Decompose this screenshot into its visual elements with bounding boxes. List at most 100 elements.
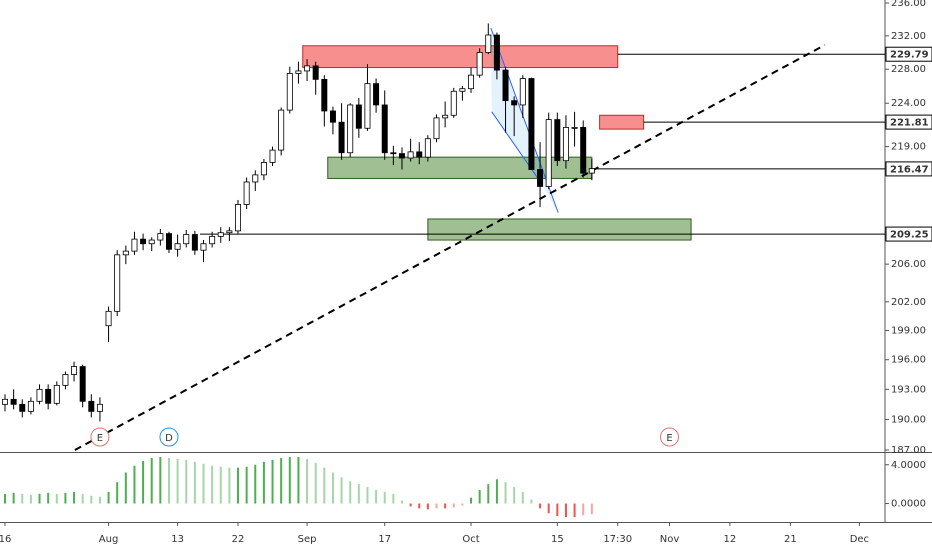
zone <box>302 45 619 69</box>
oscillator-bar <box>418 503 421 509</box>
candle-body <box>183 234 190 245</box>
oscillator-bar <box>176 458 179 504</box>
oscillator-bar <box>297 457 300 504</box>
oscillator-bar <box>280 457 283 504</box>
oscillator-bar <box>271 459 274 504</box>
candle-body <box>131 238 138 252</box>
candle-body <box>381 104 388 154</box>
osc-tick-label: 0.0000 <box>891 499 926 510</box>
candle-body <box>493 34 500 71</box>
x-tick-label: 17:30 <box>603 534 632 545</box>
oscillator-bar <box>47 492 50 504</box>
candle-body <box>562 126 569 162</box>
oscillator-bar <box>262 461 265 504</box>
candle-body <box>545 119 552 187</box>
oscillator-bar <box>331 472 334 504</box>
oscillator-bar <box>504 482 507 504</box>
oscillator-bar <box>12 492 15 504</box>
zone <box>599 114 645 130</box>
candle-body <box>148 239 155 245</box>
candle-body <box>304 65 311 72</box>
oscillator-bar <box>219 466 222 504</box>
oscillator-bar <box>573 503 576 518</box>
candle-body <box>53 384 60 404</box>
candle-body <box>364 83 371 129</box>
oscillator-bar <box>444 503 447 509</box>
oscillator-bar <box>124 472 127 504</box>
oscillator-bar <box>150 457 153 504</box>
level-label: 221.81 <box>890 118 929 129</box>
oscillator-bar <box>90 495 93 504</box>
candle-body <box>174 243 181 250</box>
y-tick-label: 187.00 <box>891 445 926 456</box>
level-label: 229.79 <box>890 50 929 61</box>
candle-body <box>312 65 319 80</box>
y-tick-label: 190.00 <box>891 414 926 425</box>
oscillator-bar <box>349 481 352 504</box>
oscillator-bar <box>340 477 343 504</box>
x-tick-label: Oct <box>462 534 479 545</box>
oscillator-bar <box>478 489 481 504</box>
y-tick-label: 193.00 <box>891 384 926 395</box>
oscillator-bar <box>116 482 119 504</box>
oscillator-bar <box>107 491 110 504</box>
oscillator-bar <box>228 467 231 504</box>
y-tick-label: 232.00 <box>891 31 926 42</box>
oscillator-bar <box>556 503 559 517</box>
candle-body <box>235 204 242 232</box>
oscillator-bar <box>366 487 369 504</box>
oscillator-bar <box>167 457 170 504</box>
candle-body <box>329 110 336 123</box>
candle-body <box>226 230 233 234</box>
candle-body <box>27 400 34 412</box>
oscillator-bar <box>133 465 136 504</box>
candle-body <box>36 388 43 402</box>
oscillator-bar <box>495 479 498 504</box>
oscillator-bar <box>530 499 533 504</box>
oscillator-bar <box>590 503 593 515</box>
event-label: E <box>97 433 103 444</box>
oscillator-bar <box>400 500 403 504</box>
candle-body <box>450 90 457 116</box>
oscillator-bar <box>426 503 429 510</box>
candle-body <box>502 69 509 102</box>
oscillator-bar <box>409 503 412 507</box>
candle-body <box>10 398 17 405</box>
oscillator-bar <box>392 493 395 504</box>
oscillator-bar <box>55 493 58 504</box>
event-label: E <box>666 433 672 444</box>
candle-body <box>511 100 518 106</box>
oscillator-bar <box>314 462 317 504</box>
oscillator-bar <box>375 489 378 504</box>
candle-body <box>252 174 259 183</box>
oscillator-bar <box>521 491 524 504</box>
oscillator-bar <box>582 503 585 516</box>
candle-body <box>191 234 198 251</box>
candle-body <box>554 119 561 162</box>
level-box <box>885 226 932 242</box>
oscillator-bar <box>435 503 438 509</box>
candle-body <box>468 74 475 90</box>
oscillator-bar <box>98 496 101 504</box>
candle-body <box>571 126 578 129</box>
oscillator-bar <box>21 493 24 504</box>
candle-body <box>2 398 8 405</box>
candle-body <box>295 70 302 74</box>
candle-body <box>114 254 121 312</box>
candle-body <box>580 126 587 174</box>
event-marker <box>660 427 680 447</box>
x-tick-label: Sep <box>298 534 317 545</box>
x-tick-label: Dec <box>850 534 869 545</box>
event-marker <box>90 427 110 447</box>
candle-body <box>433 117 440 140</box>
candle-body <box>269 149 276 163</box>
candle-body <box>390 152 397 155</box>
level-box <box>885 46 932 62</box>
oscillator-bar <box>547 503 550 514</box>
candle-body <box>19 403 26 412</box>
y-tick-label: 236.00 <box>891 0 926 9</box>
candle-body <box>537 169 544 187</box>
candle-body <box>338 121 345 154</box>
candle-body <box>165 233 172 250</box>
